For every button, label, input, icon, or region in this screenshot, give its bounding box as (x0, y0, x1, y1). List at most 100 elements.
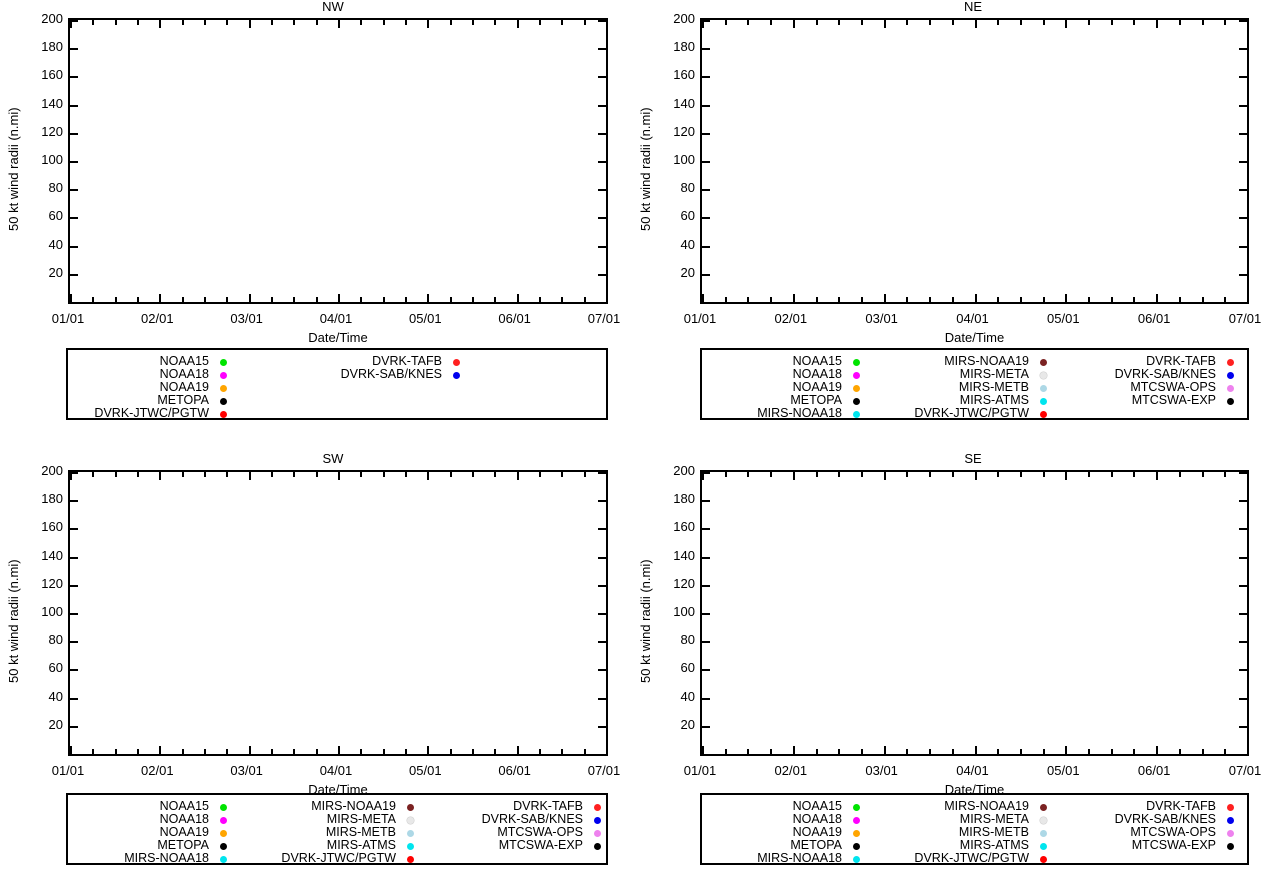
legend-item[interactable]: NOAA19 (67, 381, 235, 394)
legend-item[interactable]: DVRK-TAFB (421, 800, 609, 813)
legend-item[interactable]: METOPA (701, 394, 868, 407)
legend-item[interactable]: NOAA19 (701, 381, 868, 394)
legend-item[interactable]: DVRK-JTWC/PGTW (234, 852, 422, 865)
y-tick-major (702, 641, 710, 644)
legend-color-swatch-icon (220, 829, 227, 837)
y-tick-major (70, 669, 78, 672)
legend-item[interactable]: MTCSWA-OPS (1054, 381, 1242, 394)
legend-item[interactable]: MIRS-META (867, 813, 1055, 826)
legend-item[interactable]: MIRS-ATMS (867, 394, 1055, 407)
x-tick-major (1156, 294, 1159, 302)
legend-item[interactable]: DVRK-TAFB (300, 355, 468, 368)
legend-item[interactable]: NOAA15 (701, 800, 868, 813)
x-tick-major (1065, 20, 1068, 28)
legend-item[interactable]: MTCSWA-OPS (421, 826, 609, 839)
legend-item[interactable]: MTCSWA-EXP (421, 839, 609, 852)
x-tick-minor (838, 297, 841, 302)
legend-item-label: MIRS-ATMS (959, 393, 1029, 407)
y-tick-major (70, 161, 78, 163)
legend-item[interactable]: NOAA15 (67, 355, 235, 368)
x-tick-minor (1110, 749, 1113, 754)
x-tick-minor (1088, 297, 1091, 302)
legend-item[interactable]: MIRS-NOAA18 (701, 852, 868, 865)
x-tick-minor (360, 472, 363, 477)
x-tick-label: 06/01 (498, 311, 531, 326)
x-tick-minor (449, 472, 452, 477)
x-tick-minor (770, 20, 773, 25)
legend-item[interactable]: METOPA (701, 839, 868, 852)
legend-item[interactable]: NOAA18 (701, 368, 868, 381)
y-tick-major-right (598, 20, 606, 22)
legend-item[interactable]: MIRS-NOAA18 (68, 852, 235, 865)
legend-item[interactable]: MIRS-NOAA18 (701, 407, 868, 420)
legend-item[interactable]: DVRK-SAB/KNES (300, 368, 468, 381)
y-tick-major-right (598, 48, 606, 51)
legend-item[interactable]: DVRK-JTWC/PGTW (67, 407, 235, 420)
x-tick-minor (951, 749, 954, 754)
legend-item[interactable]: DVRK-SAB/KNES (421, 813, 609, 826)
legend-item[interactable]: MIRS-META (867, 368, 1055, 381)
x-tick-minor (838, 749, 841, 754)
legend-item[interactable]: MIRS-NOAA19 (234, 800, 422, 813)
x-tick-label: 06/01 (1137, 763, 1171, 778)
legend-item[interactable]: MIRS-NOAA19 (867, 355, 1055, 368)
legend-color-swatch-icon (220, 855, 227, 863)
x-tick-minor (997, 20, 1000, 25)
legend-item[interactable]: METOPA (68, 839, 235, 852)
legend-color-swatch-icon (1227, 371, 1234, 379)
legend-item[interactable]: MTCSWA-OPS (1054, 826, 1242, 839)
legend-item[interactable]: DVRK-SAB/KNES (1054, 368, 1242, 381)
legend-item[interactable]: NOAA15 (68, 800, 235, 813)
x-tick-minor (226, 472, 229, 477)
x-tick-minor (539, 297, 541, 302)
legend-item[interactable]: NOAA18 (68, 813, 235, 826)
legend-item[interactable]: DVRK-SAB/KNES (1054, 813, 1242, 826)
x-tick-minor (539, 749, 541, 754)
legend-item[interactable]: NOAA15 (701, 355, 868, 368)
y-tick-major (70, 500, 78, 503)
legend-item[interactable]: METOPA (67, 394, 235, 407)
x-tick-minor (724, 749, 727, 754)
legend-color-swatch-icon (1040, 842, 1047, 850)
legend-item[interactable]: MIRS-METB (234, 826, 422, 839)
legend-color-swatch-icon (220, 410, 227, 418)
legend-item[interactable]: MIRS-METB (867, 826, 1055, 839)
legend-item[interactable]: DVRK-TAFB (1054, 800, 1242, 813)
legend-item[interactable]: MTCSWA-EXP (1054, 394, 1242, 407)
x-tick-label: 02/01 (774, 311, 808, 326)
x-tick-minor (271, 472, 273, 477)
y-tick-major (70, 613, 78, 615)
y-tick-major (702, 669, 710, 672)
legend-item[interactable]: DVRK-JTWC/PGTW (867, 407, 1055, 420)
legend-item-label: MIRS-NOAA18 (124, 851, 209, 865)
x-tick-major (1247, 472, 1249, 480)
x-tick-minor (906, 20, 909, 25)
y-tick-label: 120 (41, 575, 63, 591)
legend-item[interactable]: MIRS-NOAA19 (867, 800, 1055, 813)
legend-item[interactable]: NOAA19 (68, 826, 235, 839)
y-tick-label: 140 (41, 547, 63, 563)
x-tick-minor (1042, 472, 1045, 477)
legend-item[interactable]: MTCSWA-EXP (1054, 839, 1242, 852)
legend-color-swatch-icon (220, 842, 227, 850)
y-tick-major (702, 76, 710, 79)
legend-item[interactable]: DVRK-TAFB (1054, 355, 1242, 368)
x-tick-label: 01/01 (683, 763, 717, 778)
legend-item-label: DVRK-SAB/KNES (1114, 812, 1216, 826)
legend-item[interactable]: MIRS-META (234, 813, 422, 826)
x-tick-label: 05/01 (409, 763, 442, 778)
y-tick-major-right (598, 669, 606, 672)
x-tick-minor (382, 472, 385, 477)
legend-item[interactable]: NOAA18 (67, 368, 235, 381)
x-tick-major (702, 294, 704, 302)
x-tick-label: 01/01 (683, 311, 717, 326)
legend-item[interactable]: NOAA18 (701, 813, 868, 826)
legend-item[interactable]: MIRS-METB (867, 381, 1055, 394)
y-tick-major-right (1239, 217, 1247, 220)
legend-item[interactable]: NOAA19 (701, 826, 868, 839)
legend-item-label: DVRK-TAFB (372, 354, 442, 368)
legend-item[interactable]: MIRS-ATMS (867, 839, 1055, 852)
legend-item[interactable]: DVRK-JTWC/PGTW (867, 852, 1055, 865)
legend-item[interactable]: MIRS-ATMS (234, 839, 422, 852)
legend-ne: NOAA15 NOAA18 NOAA19 METOPA MIRS-NOAA18 MIRS-… (700, 348, 1249, 420)
